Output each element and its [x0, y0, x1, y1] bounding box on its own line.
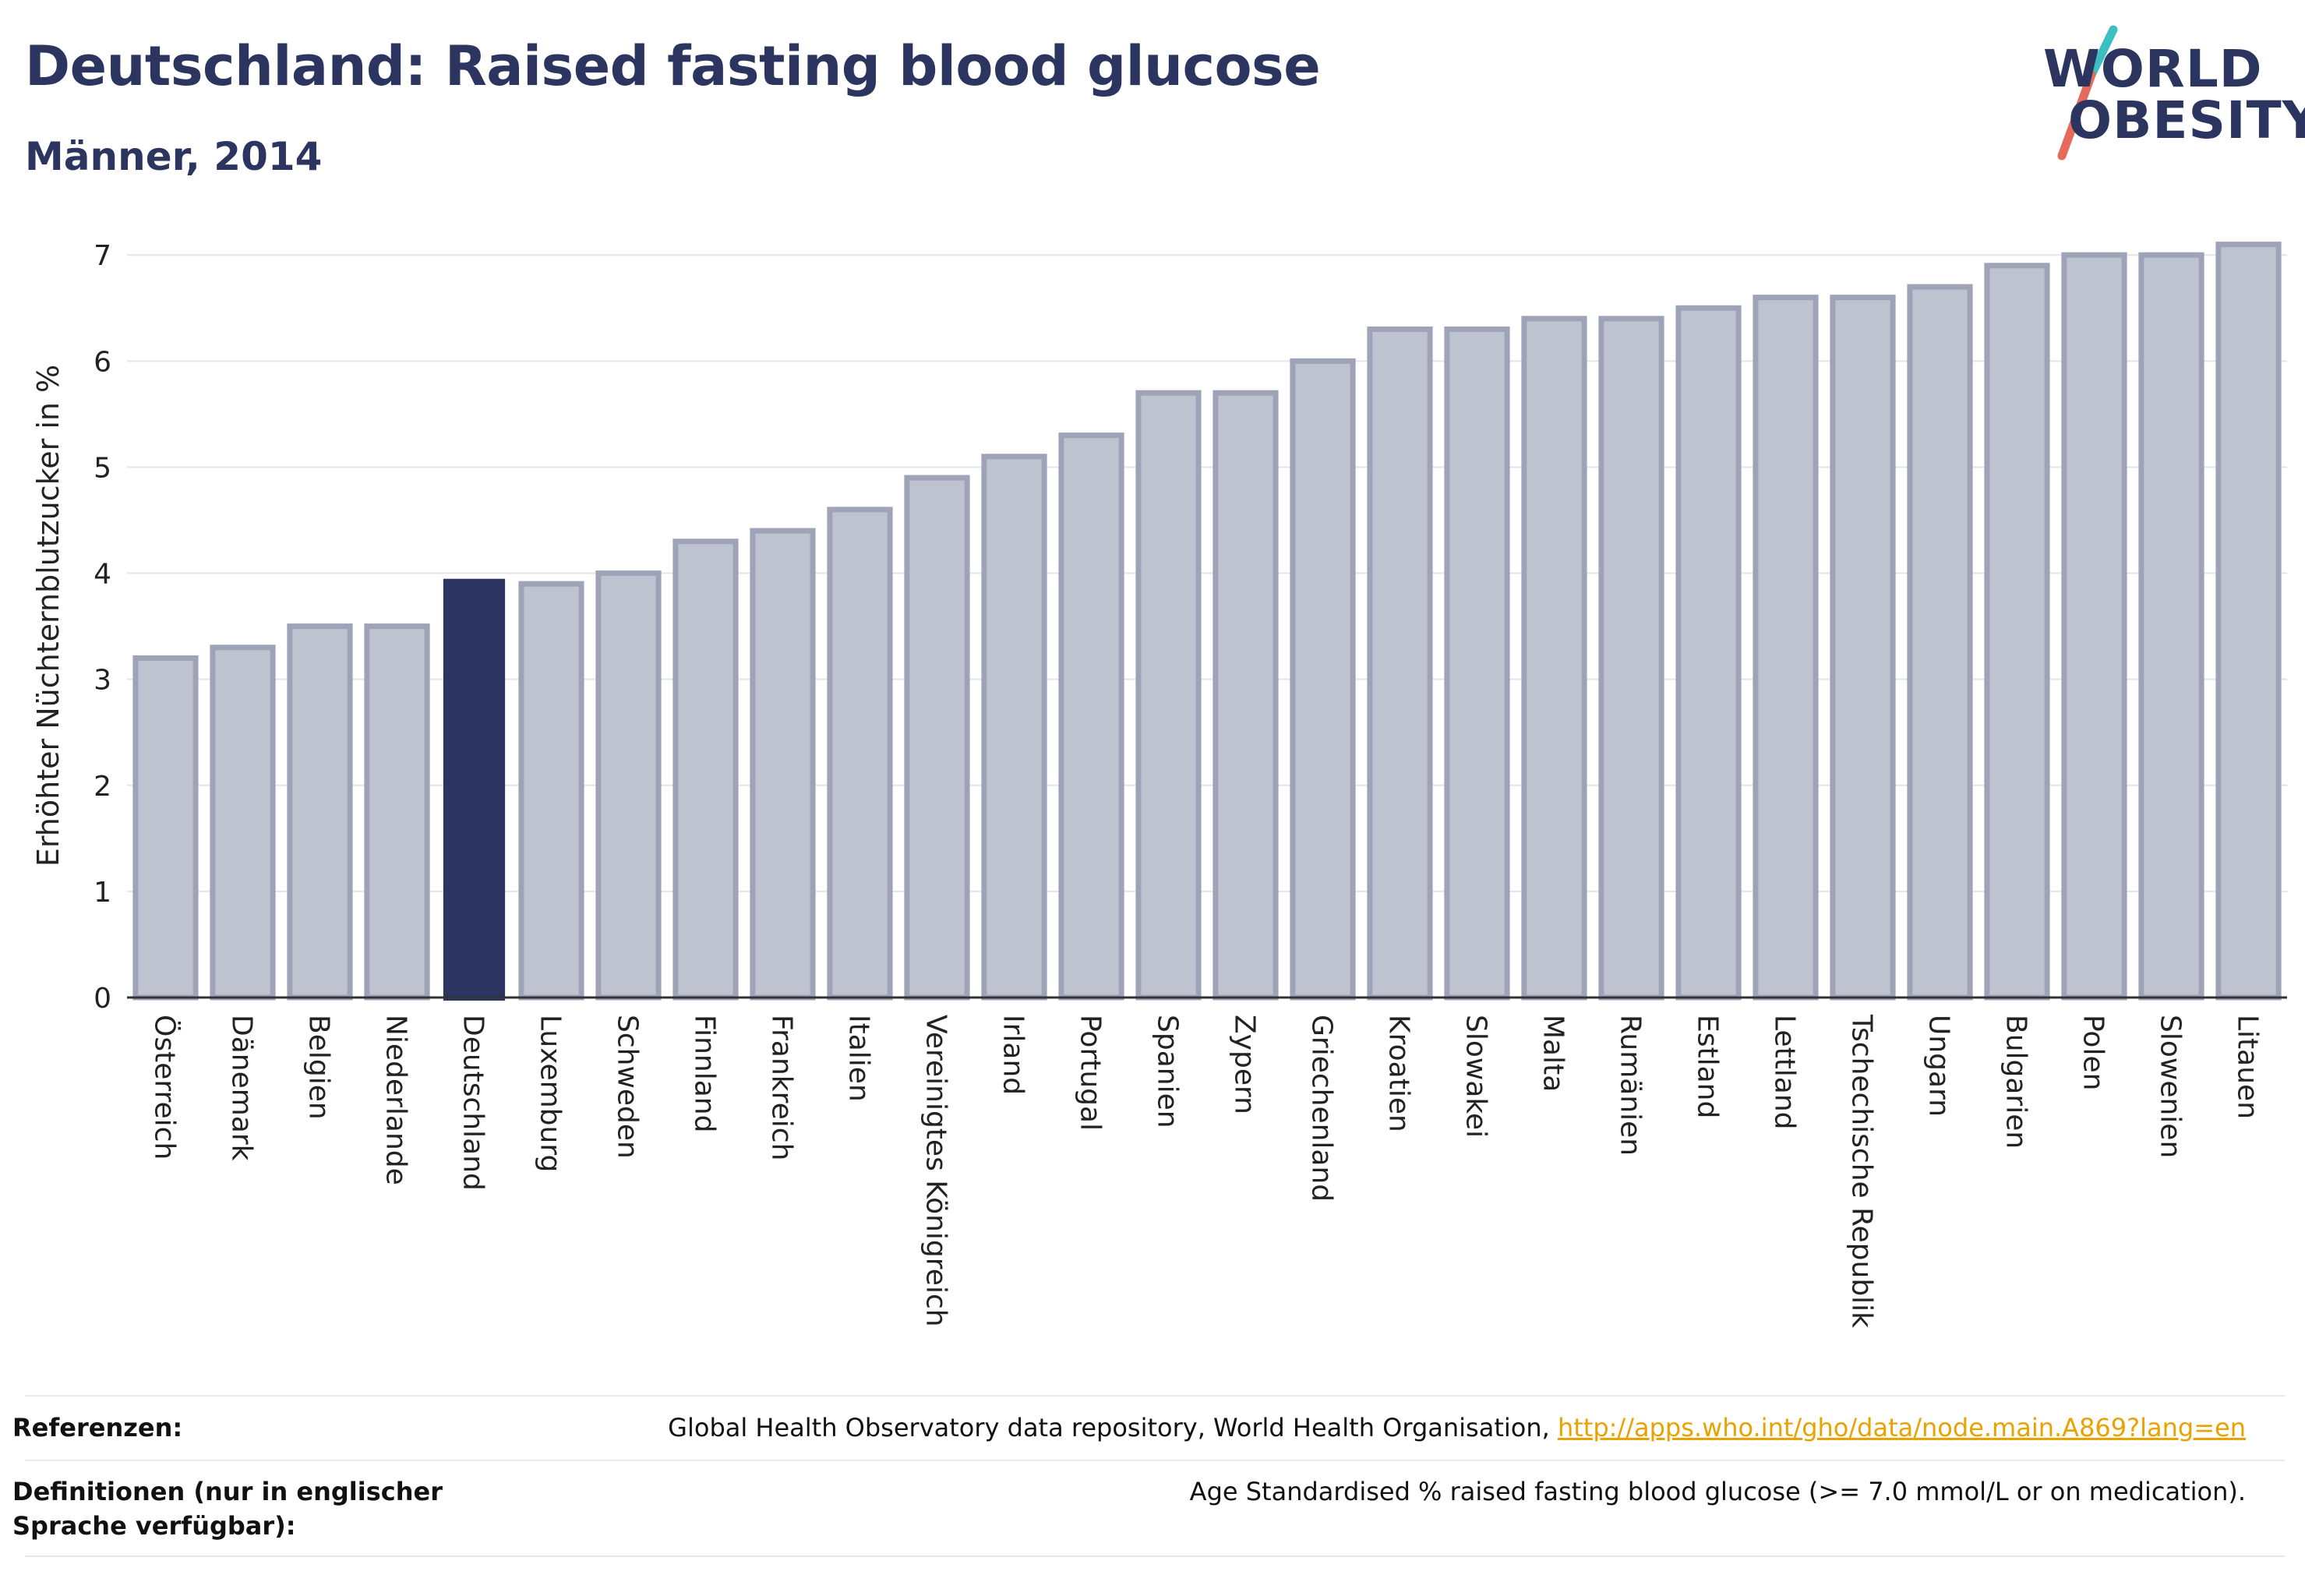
- bar[interactable]: [1290, 358, 1356, 1001]
- y-tick-label: 5: [94, 452, 111, 484]
- x-tick-label: Deutschland: [457, 1015, 489, 1191]
- x-tick-label: Slowakei: [1460, 1015, 1492, 1138]
- x-tick-label: Lettland: [1769, 1015, 1801, 1130]
- bar[interactable]: [1675, 305, 1742, 1001]
- x-tick-label: Tschechische Republik: [1846, 1014, 1878, 1328]
- bar[interactable]: [904, 475, 970, 1001]
- bar[interactable]: [518, 581, 584, 1001]
- bar-chart: 0 1 2 3 4 5 6 7 Österreich Dänemark Belgien Niederl…: [31, 240, 2287, 1328]
- x-tick-label: Malta: [1537, 1015, 1569, 1092]
- footer-divider-bottom: [25, 1555, 2285, 1557]
- page-subtitle: Männer, 2014: [25, 134, 323, 179]
- bar[interactable]: [2061, 252, 2127, 1001]
- x-tick-label: Niederlande: [380, 1015, 412, 1185]
- footer-divider-middle: [25, 1460, 2285, 1461]
- y-axis-label: Erhöhter Nüchternblutzucker in %: [31, 365, 65, 867]
- bar[interactable]: [672, 538, 739, 1001]
- references-value: Global Health Observatory data repositor…: [668, 1411, 2246, 1445]
- bar[interactable]: [1521, 316, 1587, 1001]
- bar[interactable]: [2215, 242, 2282, 1001]
- x-tick-label: Bulgarien: [2000, 1015, 2032, 1149]
- references-text: Global Health Observatory data repositor…: [668, 1413, 1558, 1442]
- bar[interactable]: [287, 623, 353, 1001]
- x-tick-label: Finnland: [689, 1015, 721, 1132]
- bar[interactable]: [1907, 284, 1973, 1001]
- bar[interactable]: [364, 623, 430, 1001]
- definitions-label: Definitionen (nur in englischer Sprache …: [12, 1477, 443, 1541]
- page-title: Deutschland: Raised fasting blood glucos…: [25, 34, 1321, 98]
- x-tick-label: Belgien: [303, 1015, 335, 1120]
- x-tick-label: Kroatien: [1383, 1015, 1415, 1132]
- bar[interactable]: [132, 655, 199, 1001]
- x-tick-label: Zypern: [1229, 1015, 1261, 1114]
- x-tick-label: Frankreich: [766, 1015, 798, 1160]
- bar[interactable]: [1830, 295, 1896, 1001]
- bar[interactable]: [2138, 252, 2204, 1001]
- bar[interactable]: [1444, 327, 1510, 1001]
- references-label: Referenzen:: [12, 1413, 183, 1442]
- x-tick-label: Ungarn: [1923, 1015, 1955, 1117]
- x-tick-label: Polen: [2077, 1015, 2109, 1090]
- world-obesity-logo[interactable]: WORLD OBESITY: [2026, 23, 2305, 164]
- bar[interactable]: [827, 507, 893, 1001]
- y-tick-label: 1: [94, 877, 111, 909]
- y-tick-label: 7: [94, 240, 111, 272]
- bar[interactable]: [1135, 390, 1202, 1001]
- y-tick-label: 2: [94, 771, 111, 803]
- x-tick-label: Slowenien: [2155, 1015, 2187, 1158]
- logo-word-obesity: OBESITY: [2068, 90, 2305, 150]
- bar[interactable]: [1753, 295, 1819, 1001]
- x-tick-label: Spanien: [1152, 1015, 1184, 1128]
- x-tick-label: Irland: [997, 1015, 1029, 1095]
- y-tick-label: 0: [94, 983, 111, 1015]
- bar[interactable]: [595, 570, 662, 1001]
- x-tick-label: Vereinigtes Königreich: [920, 1015, 952, 1327]
- bar[interactable]: [210, 644, 276, 1001]
- x-tick-label: Luxemburg: [535, 1015, 567, 1172]
- bars: [132, 242, 2282, 1001]
- bar[interactable]: [1213, 390, 1279, 1001]
- bar[interactable]: [1598, 316, 1664, 1001]
- x-tick-label: Litauen: [2232, 1015, 2264, 1119]
- y-tick-label: 4: [94, 559, 111, 591]
- x-tick-label: Portugal: [1075, 1015, 1107, 1131]
- bar[interactable]: [981, 454, 1047, 1001]
- x-tick-label: Rumänien: [1615, 1015, 1647, 1156]
- y-tick-label: 3: [94, 665, 111, 697]
- bar[interactable]: [750, 528, 816, 1001]
- bar[interactable]: [1058, 433, 1124, 1001]
- x-tick-label: Griechenland: [1306, 1015, 1338, 1202]
- footer-divider-top: [25, 1395, 2285, 1396]
- logo-word-world: WORLD: [2043, 39, 2263, 99]
- references-link[interactable]: http://apps.who.int/gho/data/node.main.A…: [1557, 1413, 2246, 1442]
- bar[interactable]: [1367, 327, 1433, 1001]
- bar-highlight[interactable]: [443, 578, 506, 1001]
- x-tick-label: Österreich: [149, 1015, 182, 1160]
- y-tick-label: 6: [94, 346, 111, 378]
- x-tick-label: Schweden: [612, 1015, 644, 1159]
- axes: 0 1 2 3 4 5 6 7 Österreich Dänemark Belgien Niederl…: [94, 240, 2287, 1328]
- logo-slash-icon: [2057, 25, 2118, 161]
- x-tick-label: Italien: [843, 1015, 875, 1102]
- definitions-value: Age Standardised % raised fasting blood …: [1189, 1477, 2246, 1506]
- x-tick-label: Estland: [1692, 1015, 1724, 1118]
- x-tick-label: Dänemark: [226, 1015, 258, 1161]
- bar[interactable]: [1984, 263, 2050, 1001]
